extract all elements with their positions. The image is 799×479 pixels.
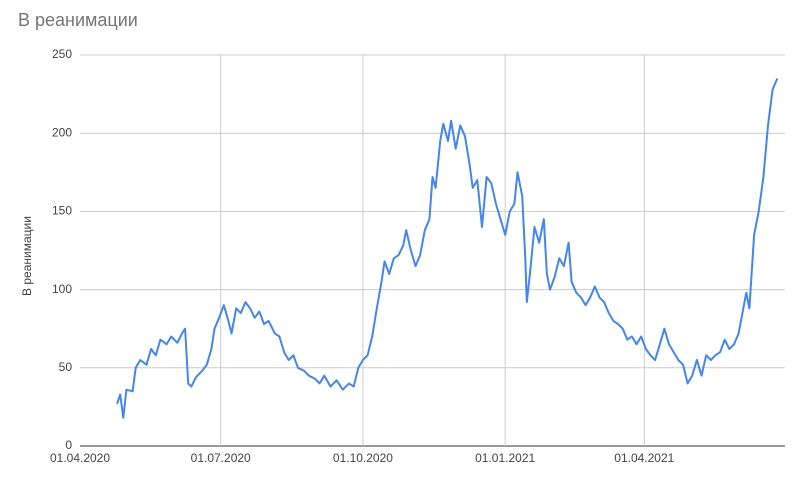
y-tick-label: 250 [52,47,72,61]
data-line [116,78,779,419]
y-tick-label: 100 [52,282,72,296]
y-tick-label: 150 [52,204,72,218]
y-axis-label: В реанимации [20,216,34,296]
y-tick-label: 200 [52,125,72,139]
x-tick-label: 01.04.2020 [50,451,110,465]
y-tick-label: 50 [59,360,73,374]
x-tick-label: 01.10.2020 [333,451,393,465]
x-tick-label: 01.07.2020 [191,451,251,465]
chart-title: В реанимации [18,10,138,30]
y-tick-label: 0 [65,438,72,452]
x-tick-label: 01.01.2021 [475,451,535,465]
x-tick-label: 01.04.2021 [614,451,674,465]
